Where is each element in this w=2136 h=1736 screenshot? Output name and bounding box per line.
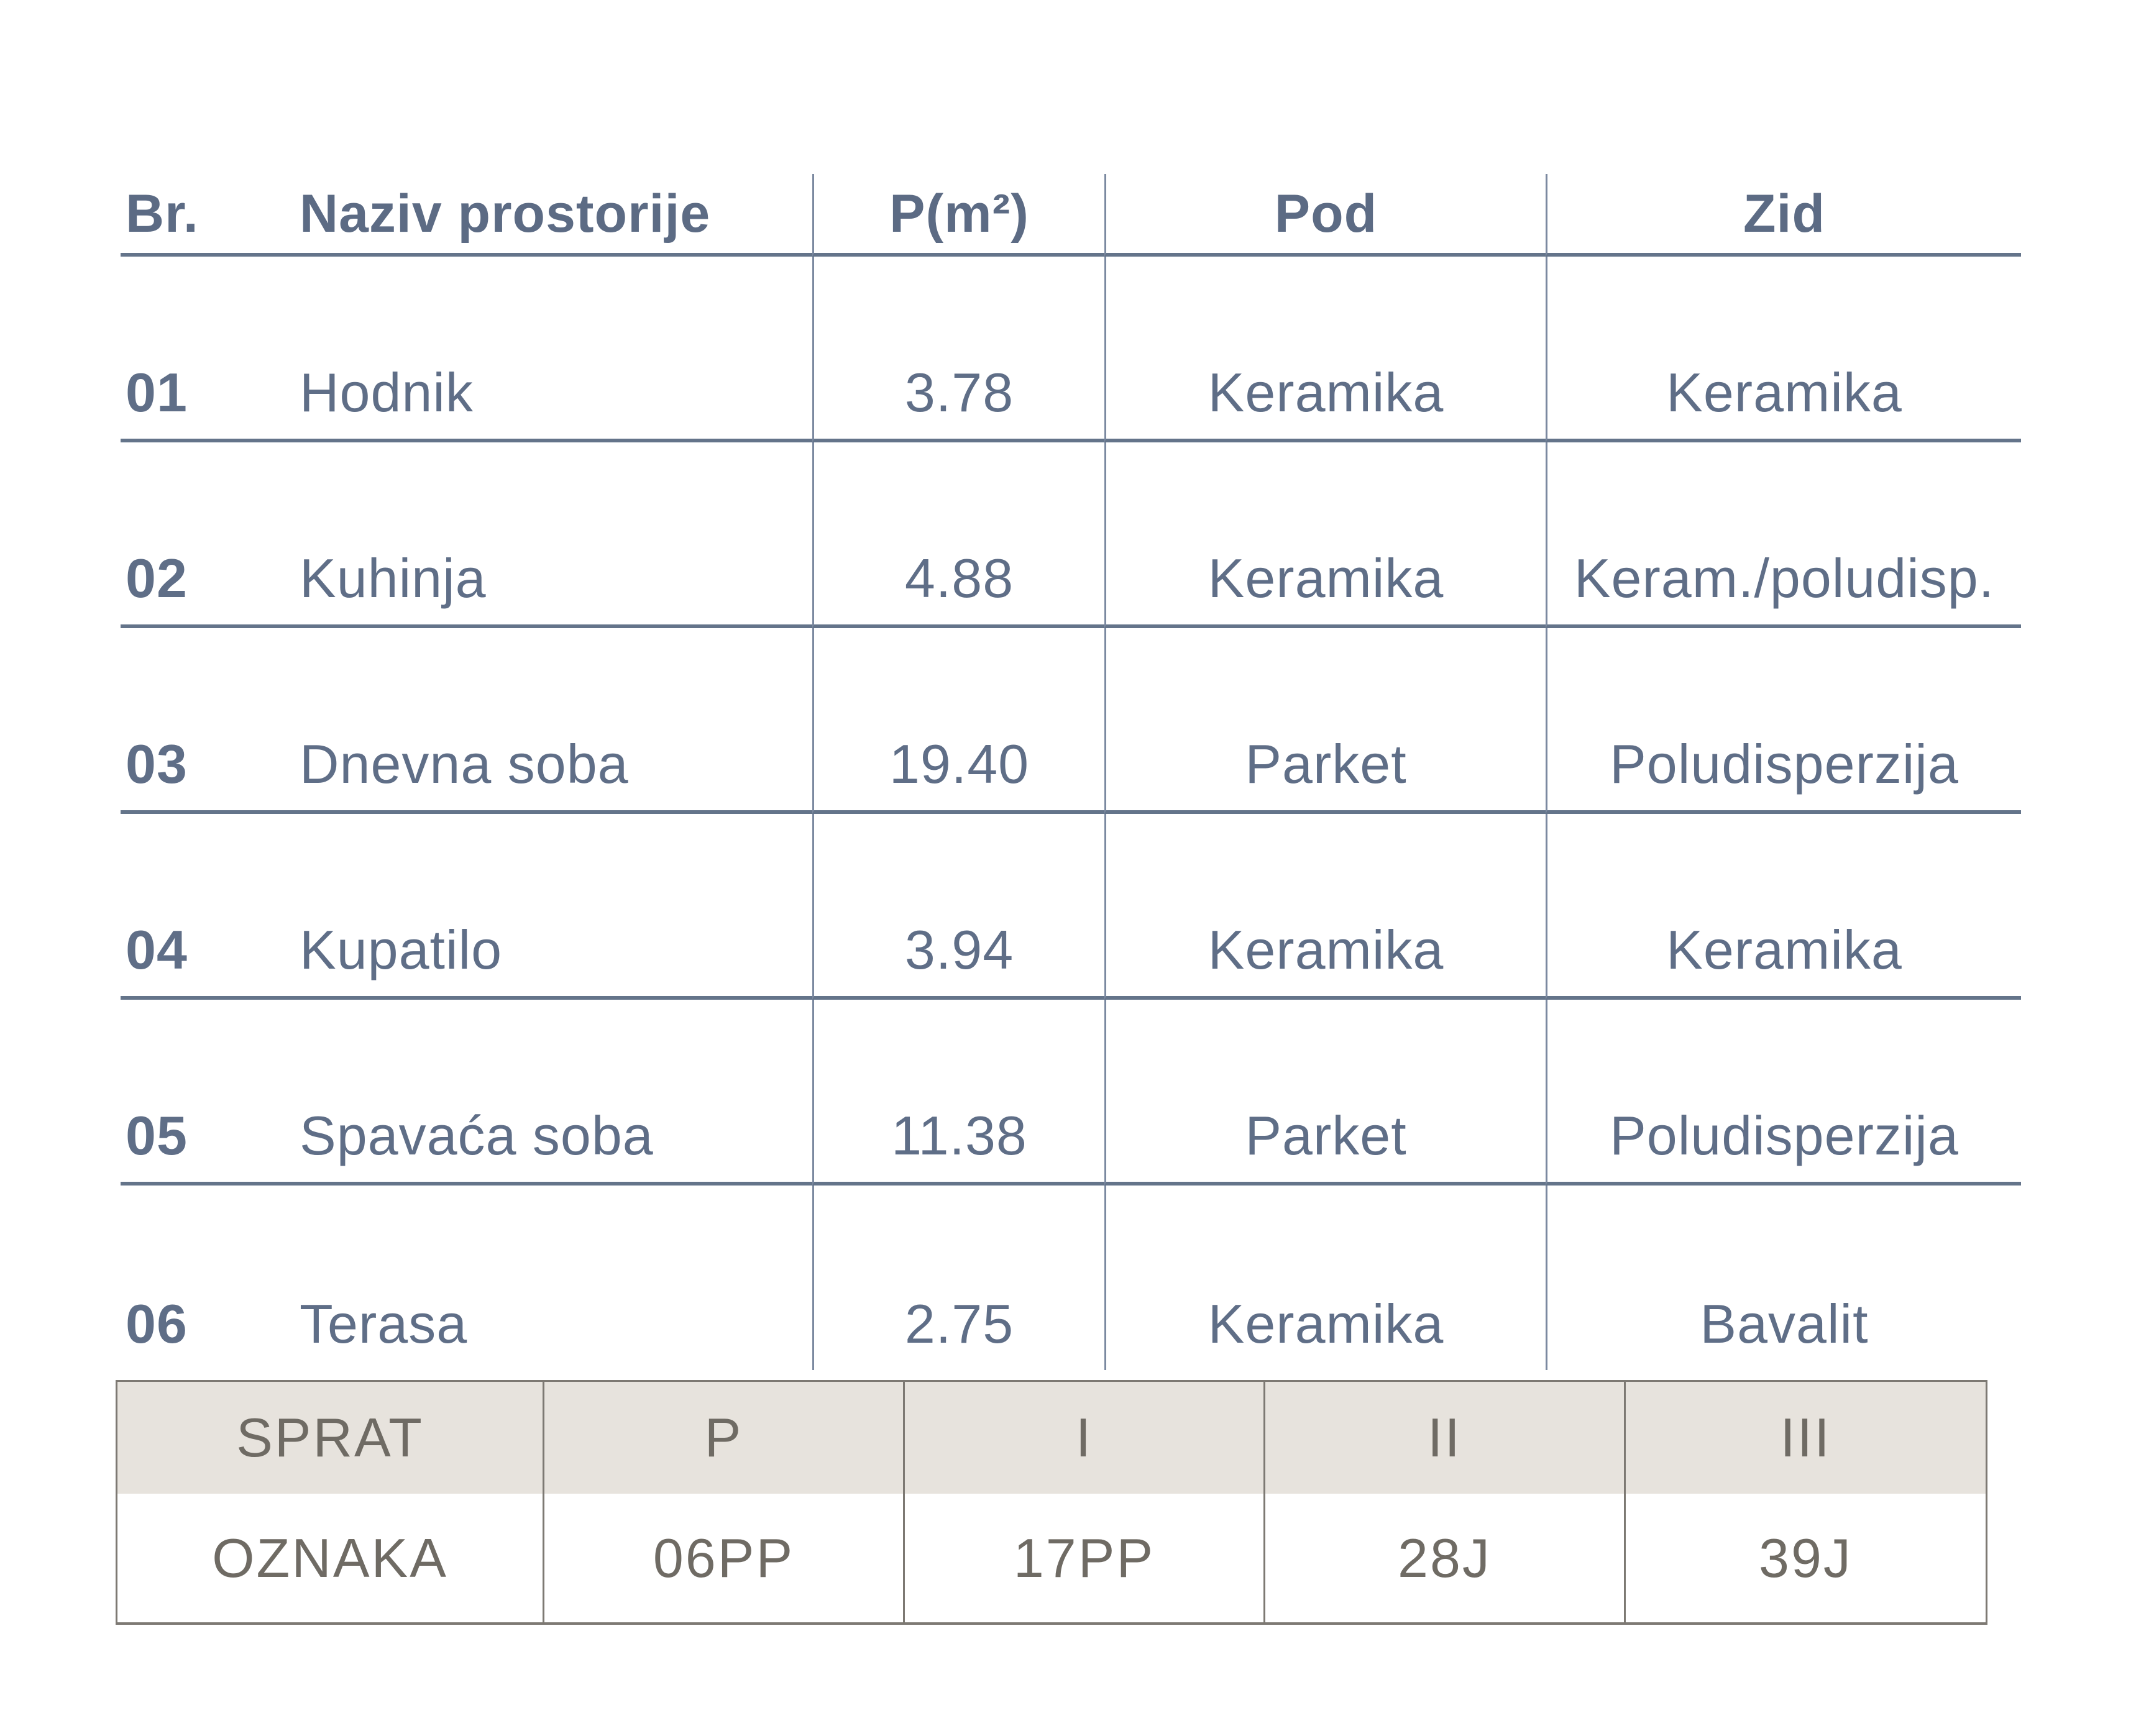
cell-pod: Keramika [1104,814,1546,1000]
floor-cell-oznaka: OZNAKA [212,1527,448,1589]
cell-naziv: Dnevna soba [298,628,812,814]
cell-pod: Parket [1104,1000,1546,1186]
cell-pod: Keramika [1104,1186,1546,1370]
cell-naziv: Terasa [300,1293,468,1355]
cell-zid: Poludisperzija [1546,1000,2021,1186]
floor-cell-17pp: 17PP [903,1494,1263,1622]
col-header-pod: Pod [1104,174,1546,257]
cell-p: 2.75 [812,1186,1104,1370]
floor-header-iii: III [1624,1382,1986,1494]
cell-br: 05 [121,1000,298,1186]
cell-zid: Keramika [1546,814,2021,1000]
cell-p: 3.94 [812,814,1104,1000]
cell-p: 11.38 [812,1000,1104,1186]
cell-naziv: Kuhinja [298,442,812,628]
col-header-naziv: Naziv prostorije [298,174,812,257]
floor-header-i: I [903,1382,1263,1494]
floor-cell-06pp: 06PP [543,1494,903,1622]
cell-br: 04 [121,814,298,1000]
cell-naziv: Hodnik [298,257,812,442]
floor-header-p: P [543,1382,903,1494]
cell-naziv: Spavaća soba [298,1000,812,1186]
cell-zid: Keram./poludisp. [1546,442,2021,628]
cell-pod: Parket [1104,628,1546,814]
room-spec-table: Br. Naziv prostorije P(m²) Pod Zid 01 Ho… [121,174,2021,1370]
col-header-br: Br. [121,174,298,257]
cell-naziv: Kupatilo [298,814,812,1000]
col-header-zid: Zid [1546,174,2021,257]
cell-p: 3.78 [812,257,1104,442]
cell-p: 19.40 [812,628,1104,814]
cell-br: 02 [121,442,298,628]
cell-pod: Keramika [1104,257,1546,442]
floor-cell-28j: 28J [1263,1494,1624,1622]
floor-header-ii: II [1263,1382,1624,1494]
cell-br: 03 [121,628,298,814]
cell-zid: Bavalit [1546,1186,2021,1370]
col-header-p: P(m²) [812,174,1104,257]
cell-pod: Keramika [1104,442,1546,628]
floor-code-table: SPRAT P I II III OZNAKA 06PP 17PP 28J 39… [116,1380,1987,1625]
cell-zid: Poludisperzija [1546,628,2021,814]
cell-zid: Keramika [1546,257,2021,442]
cell-br: 06 [126,1293,188,1355]
floor-cell-39j: 39J [1624,1494,1986,1622]
cell-p: 4.88 [812,442,1104,628]
cell-br: 01 [121,257,298,442]
floor-header-sprat: SPRAT [117,1382,543,1494]
